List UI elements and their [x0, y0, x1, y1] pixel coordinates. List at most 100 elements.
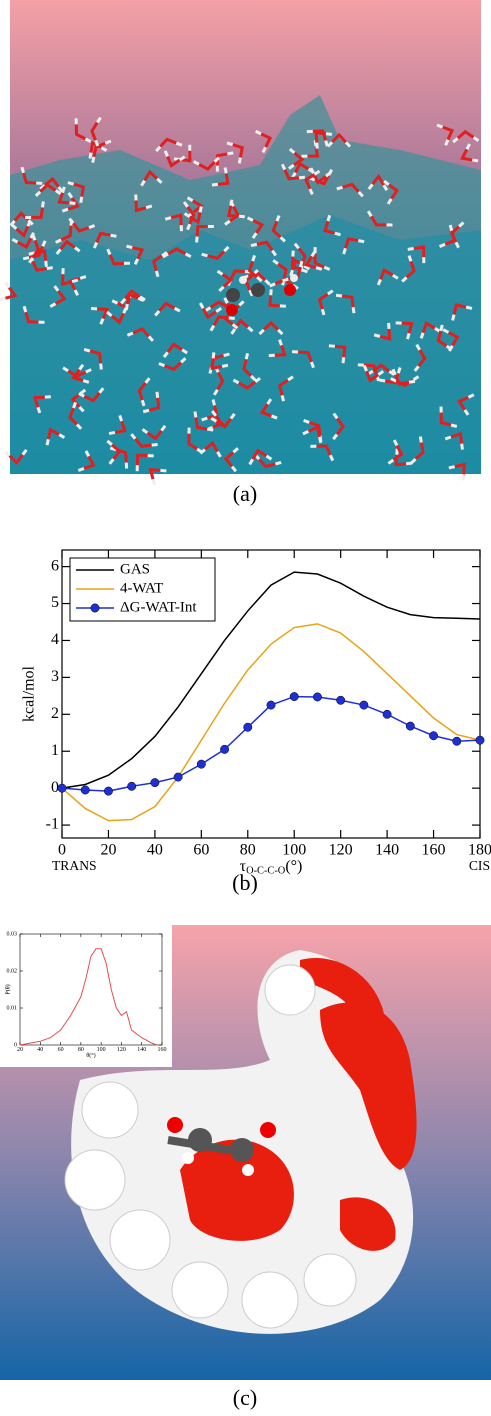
water-hydrogen	[124, 303, 129, 311]
water-hydrogen	[412, 375, 420, 382]
water-hydrogen	[27, 219, 34, 226]
water-hydrogen	[231, 323, 239, 330]
water-molecule	[223, 451, 235, 468]
water-hydrogen	[272, 259, 279, 266]
water-molecule	[92, 141, 106, 158]
water-hydrogen	[180, 357, 187, 364]
water-hydrogen	[210, 416, 218, 423]
water-hydrogen	[303, 419, 310, 424]
water-hydrogen	[313, 169, 321, 176]
water-hydrogen	[126, 244, 133, 250]
water-molecule	[365, 370, 380, 383]
water-hydrogen	[145, 204, 153, 210]
water-molecule	[372, 363, 391, 373]
water-hydrogen	[118, 414, 124, 422]
water-hydrogen	[84, 450, 91, 457]
water-hydrogen	[108, 430, 116, 436]
water-hydrogen	[73, 246, 81, 253]
water-hydrogen	[415, 343, 421, 351]
water-hydrogen	[100, 146, 108, 152]
water-hydrogen	[207, 427, 214, 432]
water-hydrogen	[104, 139, 112, 145]
water-hydrogen	[41, 240, 47, 247]
water-hydrogen	[274, 460, 282, 466]
water-hydrogen	[280, 394, 286, 402]
water-hydrogen	[216, 269, 224, 276]
x-tick-label: 40	[147, 841, 163, 858]
series-marker	[243, 722, 253, 732]
water-hydrogen	[162, 252, 169, 259]
water-molecule	[179, 150, 192, 163]
water-hydrogen	[413, 365, 420, 372]
water-hydrogen	[160, 468, 167, 473]
water-hydrogen	[162, 351, 169, 358]
water-molecule	[217, 173, 230, 186]
water-hydrogen	[387, 458, 395, 465]
water-hydrogen	[106, 248, 112, 256]
water-hydrogen	[182, 201, 189, 208]
water-hydrogen	[277, 328, 284, 336]
water-hydrogen	[232, 447, 239, 454]
water-molecule	[15, 225, 30, 238]
water-molecule	[313, 253, 325, 269]
water-hydrogen	[0, 296, 6, 302]
y-tick-label: 0	[14, 1042, 17, 1048]
water-hydrogen	[237, 157, 242, 164]
water-molecule	[72, 222, 90, 233]
water-molecule	[31, 239, 41, 259]
water-molecule	[251, 448, 268, 460]
water-hydrogen	[147, 335, 155, 342]
water-molecule	[450, 431, 464, 444]
water-hydrogen	[382, 184, 389, 191]
water-molecule	[323, 220, 336, 235]
water-hydrogen	[396, 367, 402, 374]
water-hydrogen	[9, 219, 16, 227]
water-hydrogen	[186, 223, 192, 231]
water-hydrogen	[298, 260, 304, 268]
series-marker	[220, 744, 230, 754]
legend-marker	[90, 603, 100, 613]
water-hydrogen	[73, 289, 80, 297]
water-molecule	[32, 395, 45, 408]
water-molecule	[163, 361, 183, 372]
water-hydrogen	[229, 199, 234, 206]
water-hydrogen	[341, 357, 346, 364]
water-hydrogen	[198, 302, 205, 310]
water-molecule	[232, 143, 244, 158]
water-hydrogen	[209, 324, 216, 332]
water-hydrogen	[439, 242, 446, 248]
water-molecule	[256, 240, 274, 252]
water-hydrogen	[244, 353, 250, 360]
water-hydrogen	[265, 454, 273, 461]
water-molecule	[370, 215, 387, 227]
water-hydrogen	[280, 163, 287, 171]
water-hydrogen	[82, 379, 90, 384]
water-molecule	[436, 330, 448, 348]
water-hydrogen	[183, 212, 191, 218]
water-molecule	[89, 349, 103, 364]
water-hydrogen	[418, 436, 423, 443]
water-molecule	[343, 237, 359, 249]
caption: (a)	[233, 481, 257, 506]
water-hydrogen	[287, 375, 294, 382]
x-tick-label: 100	[282, 841, 306, 858]
water-molecule	[59, 239, 76, 251]
water-hydrogen	[178, 155, 186, 162]
water-molecule	[89, 140, 103, 153]
water-hydrogen	[251, 254, 257, 262]
water-hydrogen	[266, 398, 273, 405]
y-tick-label: 3	[51, 668, 59, 685]
water-molecule	[166, 155, 181, 168]
water-hydrogen	[247, 326, 254, 333]
water-hydrogen	[388, 369, 396, 376]
water-hydrogen	[175, 141, 183, 147]
water-molecule	[209, 300, 229, 309]
water-hydrogen	[325, 171, 332, 178]
water-hydrogen	[155, 145, 162, 153]
water-molecule	[57, 192, 70, 205]
water-hydrogen	[164, 216, 172, 221]
water-hydrogen	[326, 289, 334, 296]
water-hydrogen	[108, 458, 115, 465]
y-axis-label: kcal/mol	[21, 665, 38, 722]
